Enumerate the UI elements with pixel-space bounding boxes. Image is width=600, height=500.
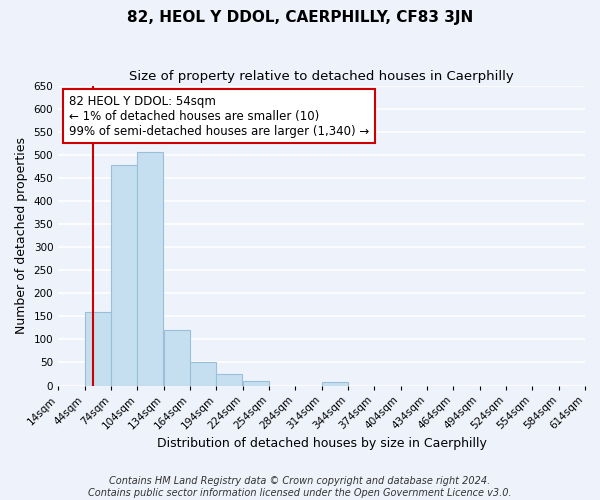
- Y-axis label: Number of detached properties: Number of detached properties: [15, 137, 28, 334]
- Bar: [217, 374, 242, 386]
- Bar: [322, 382, 348, 386]
- Title: Size of property relative to detached houses in Caerphilly: Size of property relative to detached ho…: [129, 70, 514, 83]
- Bar: [85, 312, 110, 386]
- Text: 82 HEOL Y DDOL: 54sqm
← 1% of detached houses are smaller (10)
99% of semi-detac: 82 HEOL Y DDOL: 54sqm ← 1% of detached h…: [69, 94, 369, 138]
- X-axis label: Distribution of detached houses by size in Caerphilly: Distribution of detached houses by size …: [157, 437, 487, 450]
- Text: Contains HM Land Registry data © Crown copyright and database right 2024.
Contai: Contains HM Land Registry data © Crown c…: [88, 476, 512, 498]
- Bar: [164, 330, 190, 386]
- Text: 82, HEOL Y DDOL, CAERPHILLY, CF83 3JN: 82, HEOL Y DDOL, CAERPHILLY, CF83 3JN: [127, 10, 473, 25]
- Bar: [190, 362, 216, 386]
- Bar: [137, 152, 163, 386]
- Bar: [111, 165, 137, 386]
- Bar: [243, 381, 269, 386]
